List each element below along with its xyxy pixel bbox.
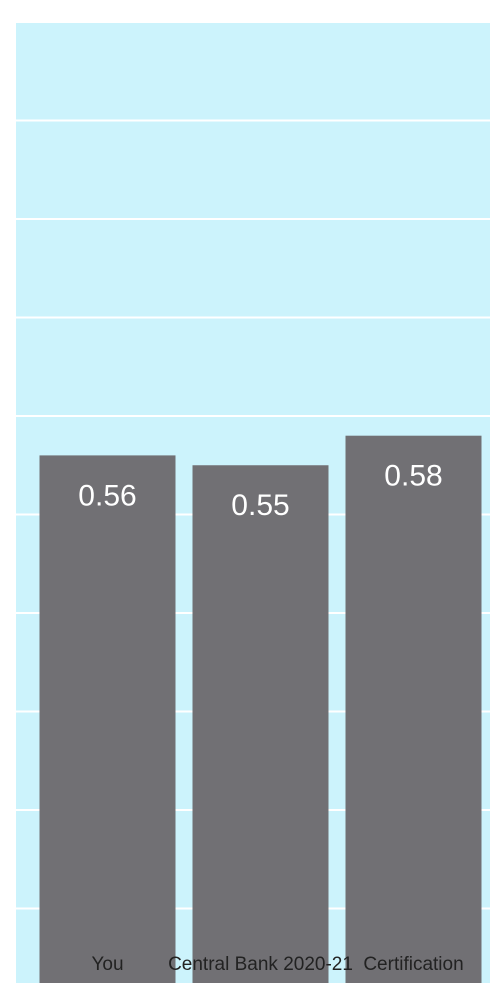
bar: [39, 455, 176, 983]
value-label: 0.58: [384, 460, 442, 493]
value-label: 0.55: [231, 489, 289, 522]
x-tick-label: Certification: [363, 954, 463, 975]
x-tick-label: You: [91, 954, 123, 975]
x-tick-label: Central Bank 2020-21: [168, 954, 353, 975]
value-label: 0.56: [78, 479, 136, 512]
bar: [345, 435, 482, 983]
bar: [192, 465, 329, 983]
